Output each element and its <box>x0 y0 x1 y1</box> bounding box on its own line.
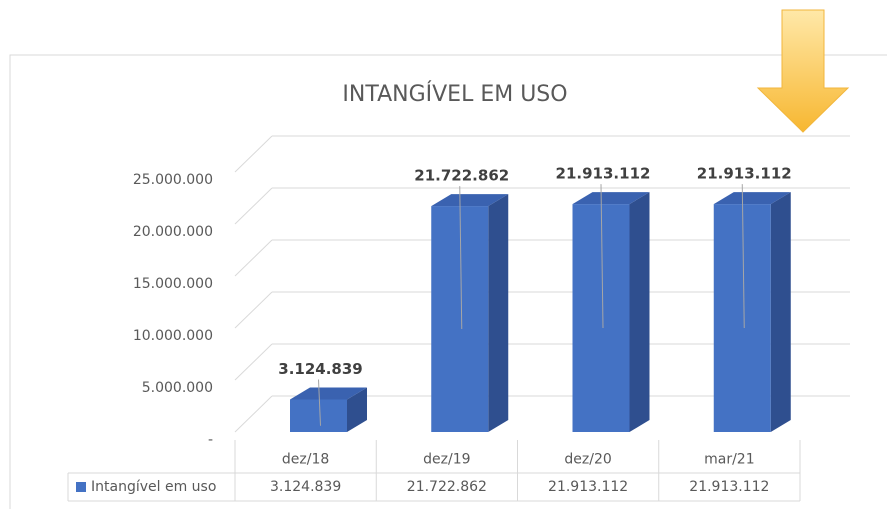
leader-line <box>318 379 321 426</box>
data-label: 3.124.839 <box>278 360 362 378</box>
bar-side <box>347 387 367 432</box>
leader-line <box>741 184 745 329</box>
bar <box>431 206 489 432</box>
y-tick-label: 10.000.000 <box>133 328 213 344</box>
table-value: 21.913.112 <box>548 479 628 495</box>
bar-side <box>629 192 650 432</box>
leader-line <box>600 184 604 329</box>
bar-top <box>572 192 650 205</box>
grid-line <box>234 239 273 277</box>
legend-swatch <box>76 482 86 492</box>
bar-top <box>713 192 791 205</box>
data-label: 21.913.112 <box>697 165 792 183</box>
grid-line <box>234 395 273 433</box>
leader-line <box>459 186 463 330</box>
bar-top <box>431 194 509 207</box>
grid-line <box>234 187 273 225</box>
table-value: 21.722.862 <box>407 479 487 495</box>
y-tick-label: 20.000.000 <box>133 224 213 240</box>
bar <box>572 204 630 432</box>
table-value: 3.124.839 <box>270 479 341 495</box>
legend-label: Intangível em uso <box>91 479 216 495</box>
bar <box>713 204 771 432</box>
y-tick-label: 25.000.000 <box>133 172 213 188</box>
x-tick-label: mar/21 <box>704 452 755 468</box>
table-value: 21.913.112 <box>689 479 769 495</box>
bar-side <box>770 192 791 432</box>
data-label: 21.722.862 <box>414 167 509 185</box>
bar <box>290 399 347 432</box>
grid-line <box>234 343 273 381</box>
bar-top <box>290 387 367 400</box>
grid-line <box>234 135 273 173</box>
x-tick-label: dez/20 <box>564 452 611 468</box>
y-tick-label: 5.000.000 <box>142 380 213 396</box>
grid-line <box>234 291 273 329</box>
x-tick-label: dez/19 <box>423 452 470 468</box>
bar-side <box>488 194 509 432</box>
y-tick-label: - <box>208 432 213 448</box>
chart-title: INTANGÍVEL EM USO <box>342 81 567 107</box>
x-tick-label: dez/18 <box>282 452 329 468</box>
y-tick-label: 15.000.000 <box>133 276 213 292</box>
data-label: 21.913.112 <box>556 165 651 183</box>
arrow <box>756 9 850 133</box>
